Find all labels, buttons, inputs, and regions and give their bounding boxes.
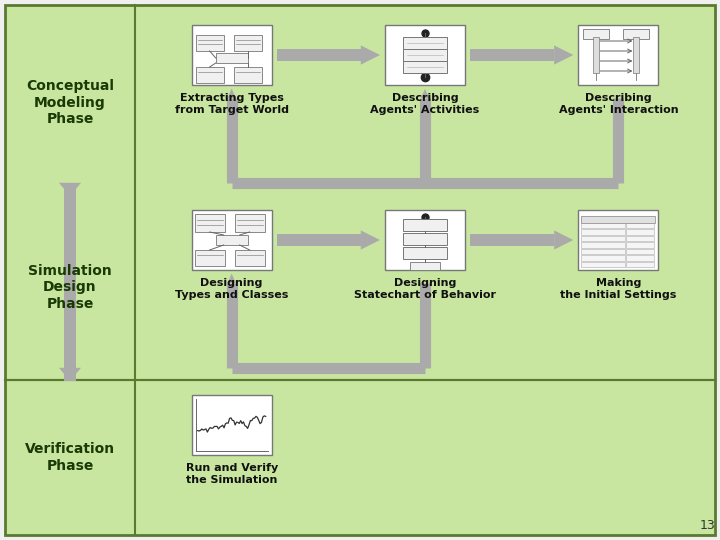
Bar <box>235 214 265 232</box>
Bar <box>234 35 261 51</box>
Bar <box>581 242 626 247</box>
Polygon shape <box>421 89 429 98</box>
Bar <box>626 216 654 221</box>
Bar <box>64 183 76 381</box>
Bar <box>403 61 447 73</box>
Text: Describing
Agents' Activities: Describing Agents' Activities <box>370 93 480 114</box>
Bar <box>385 210 465 270</box>
Bar <box>64 368 76 381</box>
Bar <box>192 395 271 455</box>
Text: Designing
Types and Classes: Designing Types and Classes <box>175 278 288 300</box>
Bar <box>634 37 639 73</box>
Bar <box>403 233 447 245</box>
Bar <box>410 262 440 270</box>
Bar <box>581 216 655 222</box>
Bar <box>578 210 658 270</box>
Bar <box>626 229 654 234</box>
Bar <box>581 235 626 241</box>
Polygon shape <box>361 45 380 65</box>
Bar <box>626 235 654 241</box>
Bar <box>626 255 654 260</box>
Polygon shape <box>361 231 380 249</box>
Text: Extracting Types
from Target World: Extracting Types from Target World <box>175 93 289 114</box>
Text: Run and Verify
the Simulation: Run and Verify the Simulation <box>186 463 278 484</box>
Bar <box>581 216 626 221</box>
Bar <box>578 25 658 85</box>
Bar <box>403 49 447 61</box>
Polygon shape <box>228 273 235 283</box>
Bar <box>470 49 554 61</box>
Text: 13: 13 <box>699 519 715 532</box>
Text: Conceptual
Modeling
Phase: Conceptual Modeling Phase <box>26 79 114 126</box>
Bar <box>470 234 554 246</box>
Bar <box>385 25 465 85</box>
Bar <box>276 49 361 61</box>
Bar <box>581 222 626 228</box>
Text: Verification
Phase: Verification Phase <box>25 442 115 472</box>
Bar <box>196 67 224 83</box>
Bar <box>216 53 248 63</box>
Bar <box>235 250 265 266</box>
Bar <box>234 67 261 83</box>
Polygon shape <box>554 231 573 249</box>
Bar <box>581 248 626 254</box>
Bar <box>626 222 654 228</box>
Bar <box>216 235 248 245</box>
Bar <box>192 210 271 270</box>
Polygon shape <box>59 183 81 196</box>
Bar <box>624 29 649 39</box>
Bar <box>626 261 654 267</box>
Text: Making
the Initial Settings: Making the Initial Settings <box>560 278 677 300</box>
Polygon shape <box>554 45 573 65</box>
Bar <box>581 261 626 267</box>
Bar <box>276 234 361 246</box>
Bar <box>581 229 626 234</box>
Bar <box>194 214 225 232</box>
Bar <box>403 37 447 49</box>
Polygon shape <box>228 89 235 98</box>
Text: Describing
Agents' Interaction: Describing Agents' Interaction <box>559 93 678 114</box>
Text: Simulation
Design
Phase: Simulation Design Phase <box>28 264 112 310</box>
Bar <box>593 37 599 73</box>
Polygon shape <box>59 368 81 381</box>
Bar <box>581 255 626 260</box>
Text: Designing
Statechart of Behavior: Designing Statechart of Behavior <box>354 278 496 300</box>
Bar <box>403 247 447 259</box>
Bar <box>403 219 447 231</box>
Bar <box>626 248 654 254</box>
Bar <box>626 242 654 247</box>
Bar <box>196 35 224 51</box>
Bar <box>583 29 609 39</box>
Bar <box>194 250 225 266</box>
Bar <box>192 25 271 85</box>
